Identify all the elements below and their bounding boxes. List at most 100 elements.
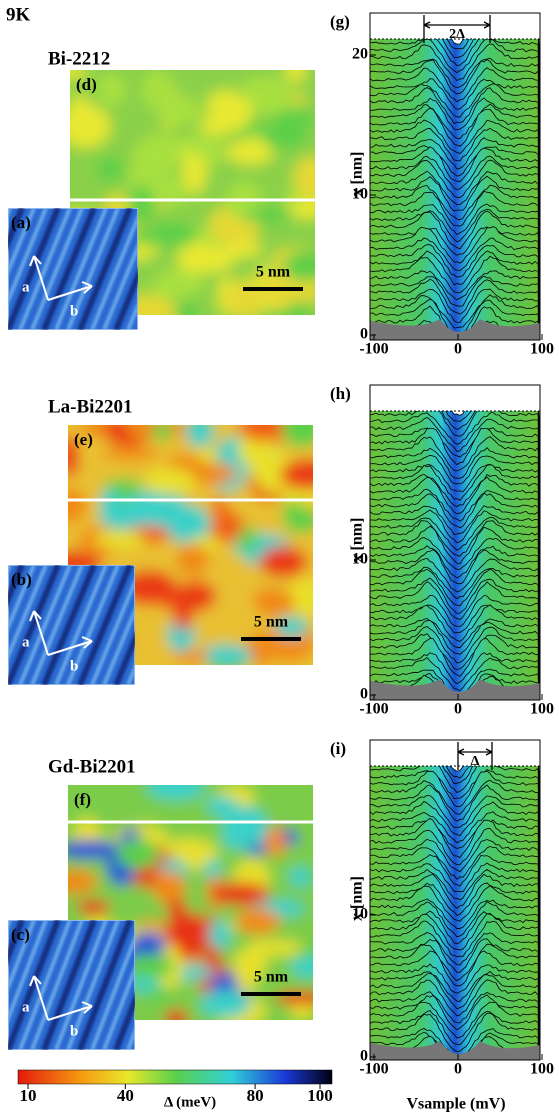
gap-annotation: Δ bbox=[471, 754, 480, 769]
inset-stripes bbox=[8, 920, 135, 1050]
stripe bbox=[113, 631, 135, 685]
map bbox=[70, 70, 315, 315]
map-blob bbox=[199, 989, 251, 1019]
x-tick-label: 100 bbox=[530, 701, 554, 718]
arrow-label: a bbox=[22, 634, 30, 650]
map-blob bbox=[238, 425, 296, 442]
map-blob bbox=[70, 104, 111, 148]
map-blob bbox=[220, 242, 264, 258]
colorbar-label: Δ (meV) bbox=[164, 1094, 216, 1110]
arrow-label: b bbox=[70, 303, 78, 319]
map-blob bbox=[274, 616, 309, 638]
dotted-box bbox=[370, 740, 540, 767]
map-blob bbox=[102, 446, 161, 461]
base-fill bbox=[370, 679, 540, 700]
y-tick-label: 10 bbox=[352, 186, 368, 203]
map-blob bbox=[280, 459, 313, 491]
map-blob bbox=[281, 425, 313, 448]
stripe bbox=[8, 565, 25, 607]
stripe bbox=[102, 963, 135, 1050]
map-blob bbox=[254, 588, 295, 618]
map-blob bbox=[172, 649, 210, 663]
gap-arrow bbox=[423, 15, 491, 43]
inset-label: (a) bbox=[11, 213, 31, 232]
map-blob bbox=[164, 1009, 189, 1020]
y-tick-label: 10 bbox=[352, 906, 368, 923]
sample-name: Bi-2212 bbox=[48, 48, 110, 69]
map-blob bbox=[289, 956, 313, 979]
spectra-label: (g) bbox=[330, 12, 350, 31]
inset-label: (b) bbox=[11, 570, 32, 589]
map-blob bbox=[283, 507, 313, 533]
frame bbox=[369, 739, 541, 1061]
stripe bbox=[113, 268, 138, 330]
map-blob bbox=[116, 838, 160, 870]
stripe bbox=[126, 300, 138, 330]
map-blob bbox=[225, 288, 266, 315]
map-blob bbox=[244, 206, 294, 223]
axis-arrow bbox=[29, 975, 93, 1021]
map-blob bbox=[164, 913, 216, 950]
x-tick-label: -100 bbox=[359, 341, 388, 358]
arrow-label: a bbox=[22, 279, 30, 295]
stripe bbox=[30, 208, 84, 330]
sample-name: La-Bi2201 bbox=[48, 396, 132, 417]
dotted-box bbox=[370, 13, 540, 40]
map-blob bbox=[211, 882, 271, 906]
map-blob bbox=[173, 591, 193, 632]
base-fill bbox=[370, 1041, 540, 1060]
sample-name: Gd-Bi2201 bbox=[48, 756, 136, 777]
map-blob bbox=[210, 511, 245, 544]
map-blob bbox=[199, 115, 242, 136]
map-blob bbox=[125, 229, 181, 246]
x-tick-label: -100 bbox=[359, 1061, 388, 1078]
map-blob bbox=[68, 839, 118, 860]
map-blob bbox=[150, 176, 189, 207]
scale-label: 5 nm bbox=[254, 614, 289, 631]
stripe bbox=[77, 920, 133, 1050]
temperature: 9K bbox=[6, 4, 31, 25]
inset bbox=[8, 920, 135, 1050]
map-blob bbox=[205, 795, 239, 817]
map-blob bbox=[104, 478, 145, 493]
colorbar bbox=[17, 1069, 333, 1085]
stripe bbox=[90, 932, 135, 1050]
spectra bbox=[370, 385, 540, 700]
stripe bbox=[102, 605, 135, 685]
map-blob bbox=[283, 251, 315, 282]
inset-label: (c) bbox=[11, 925, 30, 944]
map-blob bbox=[125, 425, 155, 439]
map-blob bbox=[260, 123, 308, 150]
map-blob bbox=[238, 526, 257, 551]
inset bbox=[8, 565, 135, 685]
map-blob bbox=[210, 499, 229, 514]
map-label: (e) bbox=[74, 430, 93, 449]
x-tick-label: 100 bbox=[530, 341, 554, 358]
map-blob bbox=[237, 76, 294, 115]
map-blob bbox=[272, 110, 315, 128]
inset bbox=[8, 208, 138, 330]
stripe bbox=[8, 208, 48, 306]
gap-arrow bbox=[457, 742, 493, 770]
dotted-box bbox=[370, 385, 540, 412]
frame bbox=[369, 384, 541, 701]
stripe bbox=[102, 241, 138, 330]
map-blob bbox=[178, 237, 211, 274]
x-tick-label: 0 bbox=[454, 1061, 462, 1078]
inset-stripes bbox=[8, 208, 138, 330]
map-blob bbox=[236, 961, 257, 995]
x-tick-label: 0 bbox=[454, 341, 462, 358]
map-blob bbox=[97, 72, 126, 106]
map-label: (d) bbox=[76, 75, 97, 94]
x-tick-label: -100 bbox=[359, 701, 388, 718]
map-blob bbox=[185, 462, 237, 485]
stripe bbox=[8, 208, 61, 330]
map-blob bbox=[235, 907, 281, 935]
stripe bbox=[90, 212, 138, 330]
stripe bbox=[8, 565, 61, 685]
map-texture bbox=[68, 425, 313, 665]
colorbar-tick-label: 40 bbox=[117, 1086, 134, 1105]
map-blob bbox=[204, 858, 221, 879]
stripe bbox=[77, 565, 133, 685]
stripe bbox=[8, 565, 36, 633]
